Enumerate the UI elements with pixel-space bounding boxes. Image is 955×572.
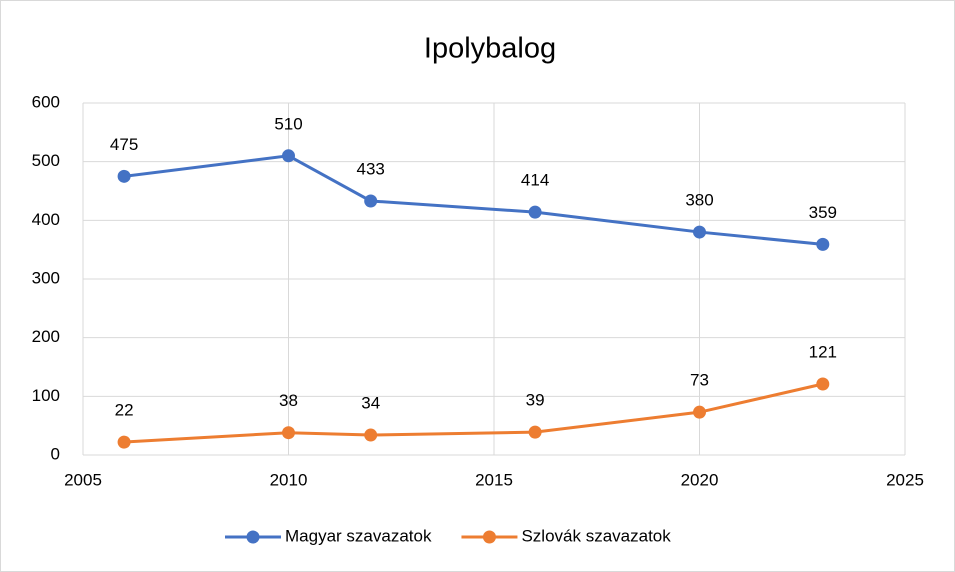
x-tick-label: 2005	[64, 470, 102, 489]
y-tick-label: 400	[32, 210, 60, 229]
data-label: 39	[526, 391, 545, 410]
data-label: 38	[279, 391, 298, 410]
data-point	[117, 435, 131, 449]
data-point	[693, 405, 706, 419]
x-tick-label: 2020	[681, 470, 719, 489]
legend-marker	[482, 530, 496, 544]
data-label: 121	[809, 342, 837, 361]
x-tick-label: 2015	[475, 470, 513, 489]
data-point	[282, 149, 295, 163]
series-line	[123, 154, 823, 246]
data-point	[117, 169, 131, 183]
chart-title: Ipolybalog	[424, 33, 556, 65]
data-label: 510	[274, 114, 302, 133]
y-tick-label: 0	[51, 444, 60, 463]
data-point	[816, 377, 830, 391]
data-label: 414	[521, 171, 549, 190]
y-tick-label: 100	[32, 386, 60, 405]
data-label: 380	[685, 191, 713, 210]
data-label: 475	[110, 135, 138, 154]
x-tick-label: 2025	[886, 470, 924, 489]
data-point	[282, 426, 295, 440]
x-tick-label: 2010	[270, 470, 308, 489]
data-point	[693, 225, 706, 239]
data-point	[364, 428, 378, 442]
y-tick-label: 200	[32, 327, 60, 346]
data-label: 34	[361, 394, 380, 413]
legend-marker	[246, 530, 260, 544]
data-label: 359	[809, 203, 837, 222]
data-label: 22	[115, 401, 134, 420]
data-point	[528, 425, 542, 439]
y-tick-label: 600	[32, 92, 60, 111]
data-label: 73	[690, 371, 709, 390]
data-point	[528, 205, 542, 219]
data-label: 433	[357, 159, 385, 178]
y-tick-label: 500	[32, 151, 60, 170]
legend-label: Magyar szavazatok	[285, 526, 432, 545]
series-line	[124, 382, 824, 444]
legend-label: Szlovák szavazatok	[521, 526, 671, 545]
y-tick-label: 300	[32, 268, 60, 287]
data-point	[816, 237, 830, 251]
data-point	[364, 194, 378, 208]
